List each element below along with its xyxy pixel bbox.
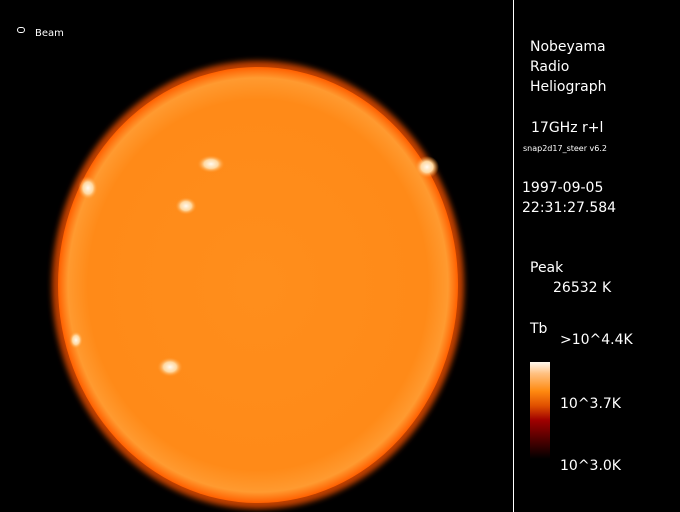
software-version: snap2d17_steer v6.2 — [523, 144, 608, 153]
frequency-label: 17GHz r+l — [531, 120, 604, 136]
bright-region — [197, 155, 225, 173]
solar-disk — [58, 67, 458, 503]
title-line-2: Radio — [530, 59, 570, 75]
colorbar-max: >10^4.4K — [560, 332, 633, 348]
peak-value: 26532 K — [553, 280, 612, 296]
peak-label: Peak — [530, 260, 564, 276]
bright-region — [69, 331, 83, 349]
panel-divider — [513, 0, 514, 512]
solar-disk-image — [52, 61, 464, 509]
bright-region — [175, 197, 197, 215]
title-line-3: Heliograph — [530, 79, 607, 95]
bright-region — [415, 156, 439, 178]
title-line-1: Nobeyama — [530, 39, 606, 55]
beam-label: Beam — [35, 28, 64, 39]
bright-region — [78, 176, 98, 200]
temperature-colorbar — [530, 362, 550, 459]
colorbar-label: Tb — [530, 321, 548, 337]
bright-region — [157, 357, 183, 377]
observation-time: 22:31:27.584 — [522, 200, 617, 216]
active-regions — [69, 155, 439, 377]
beam-ellipse-icon — [17, 27, 25, 33]
colorbar-min: 10^3.0K — [560, 458, 621, 474]
colorbar-mid: 10^3.7K — [560, 396, 621, 412]
observation-date: 1997-09-05 — [522, 180, 604, 196]
